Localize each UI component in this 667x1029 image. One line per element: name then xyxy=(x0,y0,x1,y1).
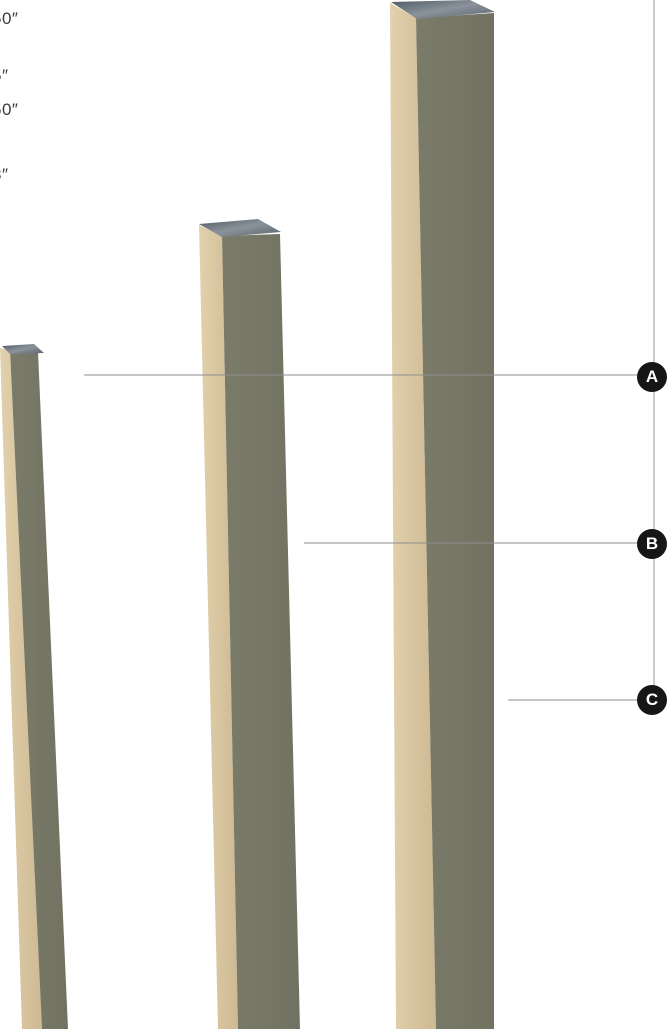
tall-post-opening xyxy=(391,0,495,19)
callout-badge-a[interactable]: A xyxy=(637,362,667,392)
short-post xyxy=(0,344,68,1029)
tall-post-dark-face xyxy=(416,13,494,1029)
medium-post-dark-face xyxy=(222,234,300,1029)
dimension-label-4: 8″ xyxy=(0,165,9,184)
medium-post-opening xyxy=(199,219,281,237)
short-post-opening xyxy=(2,344,44,354)
callout-badge-b[interactable]: B xyxy=(637,529,667,559)
callout-badge-c[interactable]: C xyxy=(637,685,667,715)
medium-post xyxy=(199,219,300,1029)
tall-post-light-face xyxy=(390,3,436,1029)
short-post-dark-face xyxy=(10,350,68,1029)
medium-post-light-face xyxy=(199,225,238,1029)
tall-post xyxy=(390,0,495,1029)
dimension-label-2: 5″ xyxy=(0,66,9,85)
dimension-label-3: 50″ xyxy=(0,100,19,119)
short-post-light-face xyxy=(0,348,42,1029)
dimension-label-1: 50″ xyxy=(0,9,19,28)
